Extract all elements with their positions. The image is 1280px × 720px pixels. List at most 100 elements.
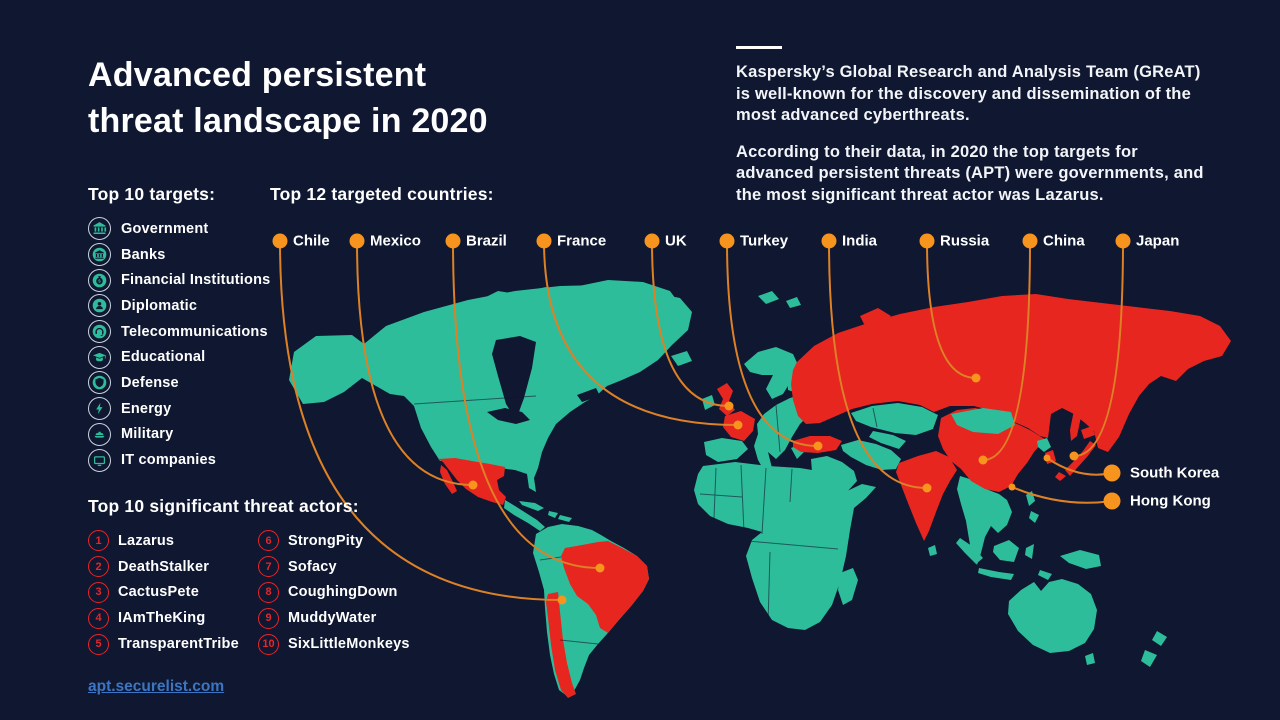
actors-heading: Top 10 significant threat actors:: [88, 496, 359, 516]
person-icon: [88, 294, 111, 318]
actor-item-iamtheking: 4 IAmTheKing: [88, 605, 258, 631]
intro-paragraph-2: According to their data, in 2020 the top…: [736, 142, 1204, 204]
target-dot-uk: [724, 401, 734, 411]
country-label-south-korea: South Korea: [1130, 464, 1220, 482]
actor-item-sixlittlemonkeys: 10 SixLittleMonkeys: [258, 631, 410, 657]
actor-item-transparenttribe: 5 TransparentTribe: [88, 631, 258, 657]
country-label-japan: Japan: [1136, 232, 1180, 250]
page-title: Advanced persistent threat landscape in …: [88, 52, 488, 144]
actor-item-cactuspete: 3 CactusPete: [88, 580, 258, 606]
map-dots: [272, 233, 1131, 605]
label-dot-south-korea: [1103, 464, 1121, 482]
svg-text:$: $: [98, 278, 101, 283]
target-item-educational: Educational: [88, 344, 270, 370]
connector-uk: [651, 240, 730, 407]
target-item-energy: Energy: [88, 396, 270, 422]
tank-icon: [88, 422, 111, 446]
target-label: Telecommunications: [121, 323, 268, 340]
actor-rank-badge: 10: [258, 633, 279, 655]
actor-item-strongpity: 6 StrongPity: [258, 528, 410, 554]
country-label-russia: Russia: [940, 232, 990, 250]
label-dot-brazil: [445, 233, 461, 249]
label-dot-hong-kong: [1103, 492, 1121, 510]
target-dot-japan: [1069, 451, 1079, 461]
target-item-military: Military: [88, 422, 270, 448]
target-dot-china: [978, 455, 988, 465]
actor-name: CoughingDown: [288, 584, 398, 601]
actor-name: SixLittleMonkeys: [288, 636, 410, 653]
country-label-india: India: [842, 232, 878, 250]
map-heading: Top 12 targeted countries:: [270, 184, 494, 204]
target-item-banks: Banks: [88, 242, 270, 268]
shield-icon: [88, 371, 111, 395]
sea-cutouts: [487, 336, 600, 424]
actor-name: DeathStalker: [118, 558, 210, 575]
target-label: Defense: [121, 374, 179, 391]
connector-hong-kong: [1011, 486, 1113, 504]
connector-france: [543, 240, 739, 426]
targets-heading: Top 10 targets:: [88, 184, 216, 204]
country-label-turkey: Turkey: [740, 232, 789, 250]
label-dot-chile: [272, 233, 288, 249]
target-item-telecommunications: Telecommunications: [88, 319, 270, 345]
label-dot-china: [1022, 233, 1038, 249]
actor-name: MuddyWater: [288, 610, 377, 627]
actors-column-2: 6 StrongPity 7 Sofacy 8 CoughingDown 9 MuddyWat…: [258, 528, 410, 657]
actor-rank-badge: 5: [88, 633, 109, 655]
actor-item-muddywater: 9 MuddyWater: [258, 605, 410, 631]
target-label: Diplomatic: [121, 297, 198, 314]
border-lines: [413, 395, 878, 645]
label-dot-uk: [644, 233, 660, 249]
actor-item-sofacy: 7 Sofacy: [258, 554, 410, 580]
country-label-brazil: Brazil: [466, 232, 507, 250]
bank-icon: [88, 243, 111, 267]
targets-list: Government Banks $ Financial Institutions Di…: [88, 216, 270, 473]
actor-name: Sofacy: [288, 558, 337, 575]
country-label-chile: Chile: [293, 232, 330, 250]
target-label: IT companies: [121, 452, 217, 469]
actor-name: TransparentTribe: [118, 636, 239, 653]
target-dot-brazil: [595, 563, 605, 573]
targets-section: Top 10 targets: Government Banks $ Financia…: [88, 184, 270, 473]
connector-japan: [1073, 240, 1124, 457]
country-label-uk: UK: [665, 232, 687, 250]
actor-rank-badge: 3: [88, 581, 109, 603]
actor-rank-badge: 6: [258, 530, 279, 552]
country-label-hong-kong: Hong Kong: [1130, 492, 1211, 510]
actor-rank-badge: 8: [258, 581, 279, 603]
target-item-government: Government: [88, 216, 270, 242]
label-dot-russia: [919, 233, 935, 249]
actor-item-coughingdown: 8 CoughingDown: [258, 580, 410, 606]
target-item-defense: Defense: [88, 370, 270, 396]
actor-rank-badge: 1: [88, 530, 109, 552]
target-label: Banks: [121, 246, 166, 263]
actor-item-lazarus: 1 Lazarus: [88, 528, 258, 554]
enclave-layer: [951, 408, 1051, 452]
target-dot-hong-kong: [1008, 483, 1016, 491]
target-label: Educational: [121, 349, 206, 366]
actor-rank-badge: 4: [88, 607, 109, 629]
connector-mexico: [356, 240, 474, 486]
lightning-icon: [88, 397, 111, 421]
label-dot-japan: [1115, 233, 1131, 249]
actor-rank-badge: 2: [88, 556, 109, 578]
page-title-line2: threat landscape in 2020: [88, 102, 488, 140]
actor-rank-badge: 7: [258, 556, 279, 578]
label-dot-france: [536, 233, 552, 249]
connector-brazil: [452, 240, 601, 569]
country-label-mexico: Mexico: [370, 232, 421, 250]
graduation-cap-icon: [88, 345, 111, 369]
government-icon: [88, 217, 111, 241]
connector-turkey: [726, 240, 819, 447]
securelist-link[interactable]: apt.securelist.com: [88, 678, 225, 695]
target-label: Military: [121, 426, 174, 443]
headset-icon: [88, 320, 111, 344]
country-label-china: China: [1043, 232, 1085, 250]
target-item-it-companies: IT companies: [88, 447, 270, 473]
connector-china: [982, 240, 1031, 461]
target-dot-india: [922, 483, 932, 493]
label-dot-mexico: [349, 233, 365, 249]
page-title-line1: Advanced persistent: [88, 56, 427, 94]
